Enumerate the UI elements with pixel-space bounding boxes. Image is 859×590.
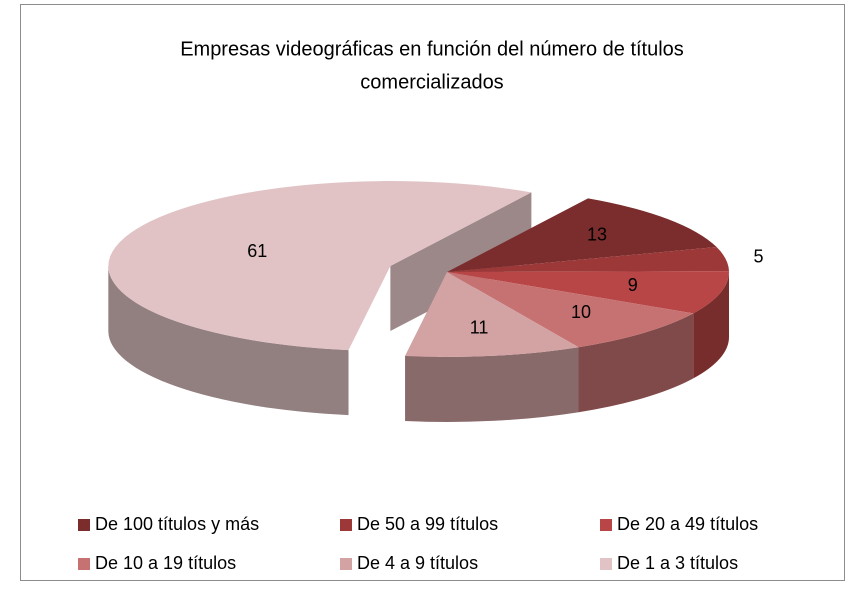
slice-side [108, 266, 349, 416]
slice-side [578, 313, 694, 413]
legend-swatch [340, 519, 352, 531]
slice-side-shade [108, 266, 349, 416]
slice-side-shade [578, 313, 694, 413]
slice-side [693, 272, 729, 379]
data-label: 10 [571, 302, 591, 322]
slice-side-shade [693, 272, 729, 379]
slice-side-shade [405, 347, 579, 422]
data-label: 11 [470, 318, 489, 338]
data-label: 5 [754, 246, 764, 266]
slice [447, 272, 694, 348]
slice-side [405, 347, 579, 422]
data-label: 61 [247, 241, 267, 261]
data-label: 13 [587, 225, 607, 245]
legend-swatch [78, 558, 90, 570]
slice [108, 181, 532, 351]
chart-title: comercializados [360, 71, 503, 93]
slice [447, 198, 717, 272]
legend-label: De 100 títulos y más [95, 514, 259, 534]
legend-label: De 50 a 99 títulos [357, 514, 498, 534]
legend-swatch [78, 519, 90, 531]
legend-label: De 10 a 19 títulos [95, 553, 236, 573]
legend-label: De 4 a 9 títulos [357, 553, 478, 573]
chart-title: Empresas videográficas en función del nú… [180, 38, 684, 60]
legend-swatch [340, 558, 352, 570]
slice [447, 247, 729, 272]
slice-cut [390, 192, 532, 332]
legend-label: De 1 a 3 títulos [617, 553, 738, 573]
data-label: 9 [628, 275, 638, 295]
slice [447, 271, 729, 314]
slice [405, 272, 579, 357]
slice-cut-shade [390, 192, 532, 332]
legend-swatch [600, 519, 612, 531]
legend-swatch [600, 558, 612, 570]
legend-label: De 20 a 49 títulos [617, 514, 758, 534]
